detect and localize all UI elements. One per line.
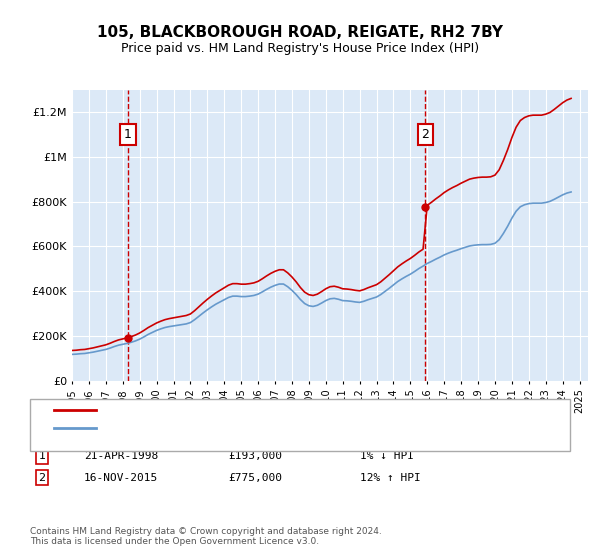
Text: 16-NOV-2015: 16-NOV-2015 (84, 473, 158, 483)
Text: Price paid vs. HM Land Registry's House Price Index (HPI): Price paid vs. HM Land Registry's House … (121, 42, 479, 55)
Text: 105, BLACKBOROUGH ROAD, REIGATE, RH2 7BY (detached house): 105, BLACKBOROUGH ROAD, REIGATE, RH2 7BY… (102, 405, 446, 416)
Text: 12% ↑ HPI: 12% ↑ HPI (360, 473, 421, 483)
Text: HPI: Average price, detached house, Reigate and Banstead: HPI: Average price, detached house, Reig… (102, 423, 410, 433)
Text: £193,000: £193,000 (228, 451, 282, 461)
Text: 1: 1 (124, 128, 132, 141)
Text: 1: 1 (38, 451, 46, 461)
Text: 105, BLACKBOROUGH ROAD, REIGATE, RH2 7BY: 105, BLACKBOROUGH ROAD, REIGATE, RH2 7BY (97, 25, 503, 40)
Text: 21-APR-1998: 21-APR-1998 (84, 451, 158, 461)
Text: £775,000: £775,000 (228, 473, 282, 483)
Text: 2: 2 (421, 128, 429, 141)
Text: 2: 2 (38, 473, 46, 483)
Text: 1% ↓ HPI: 1% ↓ HPI (360, 451, 414, 461)
Text: Contains HM Land Registry data © Crown copyright and database right 2024.
This d: Contains HM Land Registry data © Crown c… (30, 526, 382, 546)
